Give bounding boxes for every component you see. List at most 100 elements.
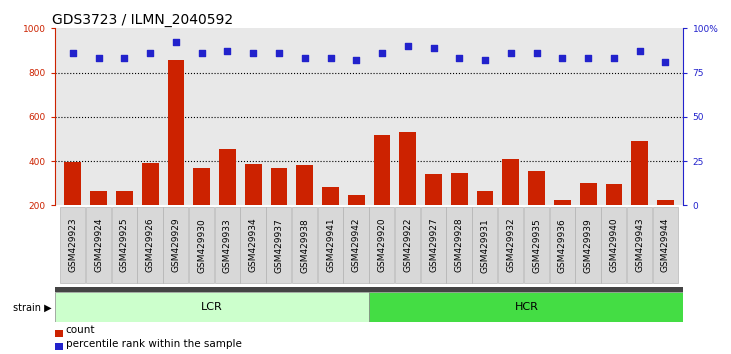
FancyBboxPatch shape xyxy=(601,207,626,283)
Bar xyxy=(55,292,369,322)
FancyBboxPatch shape xyxy=(447,207,471,283)
FancyBboxPatch shape xyxy=(112,207,137,283)
Point xyxy=(428,45,439,51)
Text: GSM429928: GSM429928 xyxy=(455,218,464,273)
Text: GSM429944: GSM429944 xyxy=(661,218,670,272)
Text: GDS3723 / ILMN_2040592: GDS3723 / ILMN_2040592 xyxy=(52,13,232,27)
Point xyxy=(67,50,79,56)
Point xyxy=(505,50,517,56)
FancyBboxPatch shape xyxy=(523,207,549,283)
Point xyxy=(480,57,491,63)
Point xyxy=(531,50,542,56)
Point xyxy=(93,56,105,61)
FancyBboxPatch shape xyxy=(266,207,292,283)
Bar xyxy=(580,183,596,250)
Text: GSM429937: GSM429937 xyxy=(274,218,284,273)
FancyBboxPatch shape xyxy=(472,207,498,283)
Bar xyxy=(657,200,674,250)
FancyBboxPatch shape xyxy=(240,207,265,283)
Point xyxy=(170,40,182,45)
Text: GSM429942: GSM429942 xyxy=(352,218,361,272)
Text: GSM429924: GSM429924 xyxy=(94,218,103,272)
Point xyxy=(402,43,414,49)
Bar xyxy=(193,168,210,250)
Bar xyxy=(425,175,442,250)
Text: GSM429938: GSM429938 xyxy=(300,218,309,273)
Text: GSM429930: GSM429930 xyxy=(197,218,206,273)
Bar xyxy=(554,200,571,250)
FancyBboxPatch shape xyxy=(369,207,395,283)
FancyBboxPatch shape xyxy=(163,207,189,283)
Bar xyxy=(348,195,365,250)
Point xyxy=(376,50,388,56)
FancyBboxPatch shape xyxy=(420,207,446,283)
Text: strain ▶: strain ▶ xyxy=(13,302,52,312)
Text: GSM429935: GSM429935 xyxy=(532,218,541,273)
Bar xyxy=(322,187,339,250)
Text: percentile rank within the sample: percentile rank within the sample xyxy=(66,338,242,349)
Point xyxy=(634,48,645,54)
Text: GSM429929: GSM429929 xyxy=(171,218,181,273)
Point xyxy=(247,50,259,56)
FancyBboxPatch shape xyxy=(344,207,368,283)
FancyBboxPatch shape xyxy=(498,207,523,283)
Bar xyxy=(245,164,262,250)
FancyBboxPatch shape xyxy=(653,207,678,283)
FancyBboxPatch shape xyxy=(626,207,652,283)
FancyBboxPatch shape xyxy=(318,207,343,283)
FancyBboxPatch shape xyxy=(395,207,420,283)
FancyBboxPatch shape xyxy=(292,207,317,283)
Point xyxy=(273,50,285,56)
Bar xyxy=(116,192,133,250)
Bar xyxy=(270,168,287,250)
Bar xyxy=(296,166,313,250)
Text: GSM429923: GSM429923 xyxy=(69,218,77,273)
Text: HCR: HCR xyxy=(515,302,538,312)
Text: GSM429934: GSM429934 xyxy=(249,218,258,273)
Point xyxy=(350,57,362,63)
Bar xyxy=(55,343,63,350)
Point xyxy=(196,50,208,56)
Text: GSM429943: GSM429943 xyxy=(635,218,644,273)
FancyBboxPatch shape xyxy=(215,207,240,283)
Point xyxy=(556,56,568,61)
FancyBboxPatch shape xyxy=(86,207,111,283)
Bar xyxy=(90,191,107,250)
Text: LCR: LCR xyxy=(201,302,223,312)
Text: GSM429931: GSM429931 xyxy=(480,218,490,273)
Text: GSM429933: GSM429933 xyxy=(223,218,232,273)
Text: GSM429939: GSM429939 xyxy=(583,218,593,273)
Text: GSM429920: GSM429920 xyxy=(377,218,387,273)
Point xyxy=(583,56,594,61)
Bar xyxy=(632,141,648,250)
Bar xyxy=(477,192,493,250)
Bar xyxy=(374,135,390,250)
Bar xyxy=(369,292,683,322)
Point xyxy=(325,56,336,61)
Text: GSM429940: GSM429940 xyxy=(610,218,618,273)
FancyBboxPatch shape xyxy=(189,207,214,283)
Bar xyxy=(502,159,519,250)
Point xyxy=(221,48,233,54)
Text: GSM429932: GSM429932 xyxy=(507,218,515,273)
Text: GSM429936: GSM429936 xyxy=(558,218,567,273)
Point xyxy=(453,56,465,61)
Text: GSM429926: GSM429926 xyxy=(145,218,155,273)
Bar xyxy=(64,162,81,250)
Point xyxy=(659,59,671,65)
Text: count: count xyxy=(66,325,95,335)
Point xyxy=(608,56,620,61)
Bar xyxy=(55,330,63,337)
Point xyxy=(144,50,156,56)
Text: GSM429922: GSM429922 xyxy=(404,218,412,272)
Text: GSM429925: GSM429925 xyxy=(120,218,129,273)
Bar xyxy=(451,172,468,250)
Bar xyxy=(399,132,416,250)
Bar xyxy=(167,61,184,250)
FancyBboxPatch shape xyxy=(550,207,575,283)
Bar xyxy=(142,163,159,250)
Bar xyxy=(605,184,622,250)
FancyBboxPatch shape xyxy=(137,207,162,283)
Bar xyxy=(529,171,545,250)
Point xyxy=(299,56,311,61)
